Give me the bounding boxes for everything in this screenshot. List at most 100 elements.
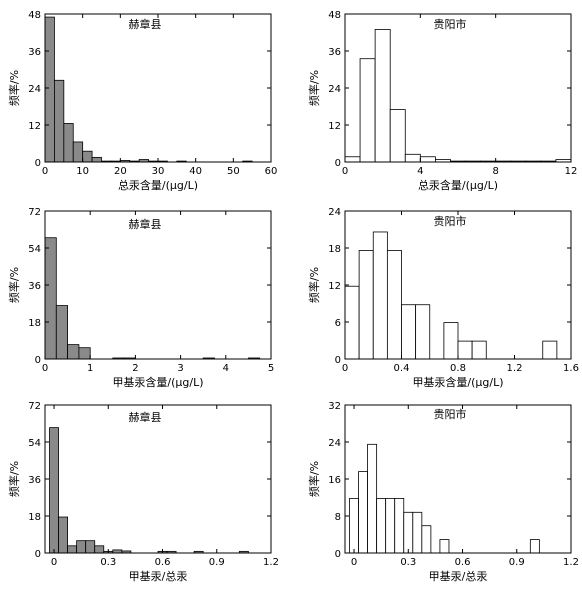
y-axis-label: 频率/%	[7, 70, 21, 106]
y-tick-label: 0	[335, 549, 341, 560]
histogram-bar	[344, 285, 360, 360]
x-tick-label: 8	[492, 166, 498, 177]
x-tick-label: 0	[351, 557, 357, 568]
y-tick-label: 54	[28, 438, 41, 449]
y-tick-label: 16	[328, 475, 341, 486]
y-tick-label: 72	[28, 401, 41, 412]
y-tick-label: 32	[328, 401, 341, 412]
y-tick-label: 24	[28, 84, 41, 95]
histogram-bar	[44, 16, 55, 163]
x-tick-label: 0.3	[400, 557, 416, 568]
histogram-bar	[394, 498, 405, 554]
histogram-bar	[67, 344, 80, 360]
histogram-bar	[385, 498, 396, 554]
x-axis-label: 甲基汞/总汞	[129, 569, 188, 583]
histogram-bar	[72, 141, 84, 163]
x-tick-label: 0.8	[450, 363, 466, 374]
x-tick-label: 0	[342, 166, 348, 177]
y-tick-label: 0	[35, 158, 41, 169]
y-tick-label: 0	[335, 158, 341, 169]
histogram-bar	[359, 58, 376, 163]
histogram-bar	[389, 109, 406, 163]
chart-title: 贵阳市	[434, 407, 467, 421]
histogram-bar	[91, 156, 102, 163]
histogram-bar	[358, 250, 374, 360]
y-tick-label: 24	[328, 207, 341, 218]
histogram-bar	[404, 153, 421, 163]
x-tick-label: 10	[76, 166, 89, 177]
y-axis-label: 频率/%	[307, 70, 321, 106]
y-axis-label: 频率/%	[307, 267, 321, 303]
y-axis-label: 频率/%	[7, 461, 21, 497]
x-axis-label: 甲基汞含量/(μg/L)	[112, 375, 203, 389]
y-axis-label: 频率/%	[7, 267, 21, 303]
y-tick-label: 0	[35, 549, 41, 560]
x-axis-label: 总汞含量/(μg/L)	[118, 178, 198, 192]
chart-title: 赫章县	[129, 17, 162, 31]
y-tick-label: 12	[328, 121, 341, 132]
chart-title: 贵阳市	[434, 17, 467, 31]
x-tick-label: 2	[132, 363, 138, 374]
x-axis-label: 甲基汞含量/(μg/L)	[412, 375, 503, 389]
histogram-bar	[412, 511, 423, 554]
histogram-bar	[67, 545, 78, 554]
histogram-bar	[439, 539, 450, 554]
histogram-bar	[358, 471, 368, 554]
y-tick-label: 12	[328, 281, 341, 292]
x-axis-label: 甲基汞/总汞	[429, 569, 488, 583]
x-axis-label: 总汞含量/(μg/L)	[418, 178, 498, 192]
x-tick-label: 1.6	[563, 363, 579, 374]
x-tick-label: 0.4	[394, 363, 410, 374]
histogram-bar	[55, 305, 68, 360]
histogram-bar	[372, 231, 388, 360]
x-tick-label: 4	[223, 363, 229, 374]
histogram-bar	[471, 340, 487, 360]
x-tick-label: 3	[177, 363, 183, 374]
x-tick-label: 0	[42, 166, 48, 177]
y-tick-label: 24	[328, 438, 341, 449]
y-tick-label: 72	[28, 207, 41, 218]
histogram-bar	[94, 545, 105, 554]
y-tick-label: 12	[28, 121, 41, 132]
y-tick-label: 48	[328, 10, 341, 21]
x-tick-label: 0.6	[455, 557, 471, 568]
histogram-bar	[367, 443, 378, 554]
x-tick-label: 40	[189, 166, 202, 177]
histogram-bar	[421, 525, 432, 554]
histogram-bar	[78, 347, 91, 360]
x-tick-label: 20	[114, 166, 127, 177]
chart-title: 赫章县	[129, 217, 162, 231]
histogram-bar	[457, 340, 473, 360]
histogram-bar	[529, 539, 540, 554]
y-tick-label: 36	[328, 47, 341, 58]
chart-title: 赫章县	[129, 410, 162, 424]
histogram-bar	[82, 150, 93, 163]
histogram-bar	[44, 237, 57, 360]
histogram-bar	[403, 511, 414, 554]
histogram-bar	[376, 498, 387, 554]
x-tick-label: 60	[265, 166, 278, 177]
x-tick-label: 0	[342, 363, 348, 374]
x-tick-label: 0.3	[100, 557, 116, 568]
chart-title: 贵阳市	[434, 214, 467, 228]
y-axis-label: 频率/%	[307, 461, 321, 497]
y-tick-label: 18	[28, 318, 41, 329]
y-tick-label: 18	[328, 244, 341, 255]
x-tick-label: 12	[565, 166, 578, 177]
x-tick-label: 0.9	[509, 557, 525, 568]
y-tick-label: 48	[28, 10, 41, 21]
histogram-bar	[443, 322, 459, 360]
x-tick-label: 5	[268, 363, 274, 374]
plot-frame	[44, 210, 272, 360]
y-tick-label: 18	[28, 512, 41, 523]
histogram-bar	[85, 540, 96, 554]
y-tick-label: 36	[28, 281, 41, 292]
x-tick-label: 1.2	[263, 557, 279, 568]
x-tick-label: 0	[42, 363, 48, 374]
histogram-bar	[386, 250, 402, 360]
histogram-bar	[63, 123, 74, 163]
